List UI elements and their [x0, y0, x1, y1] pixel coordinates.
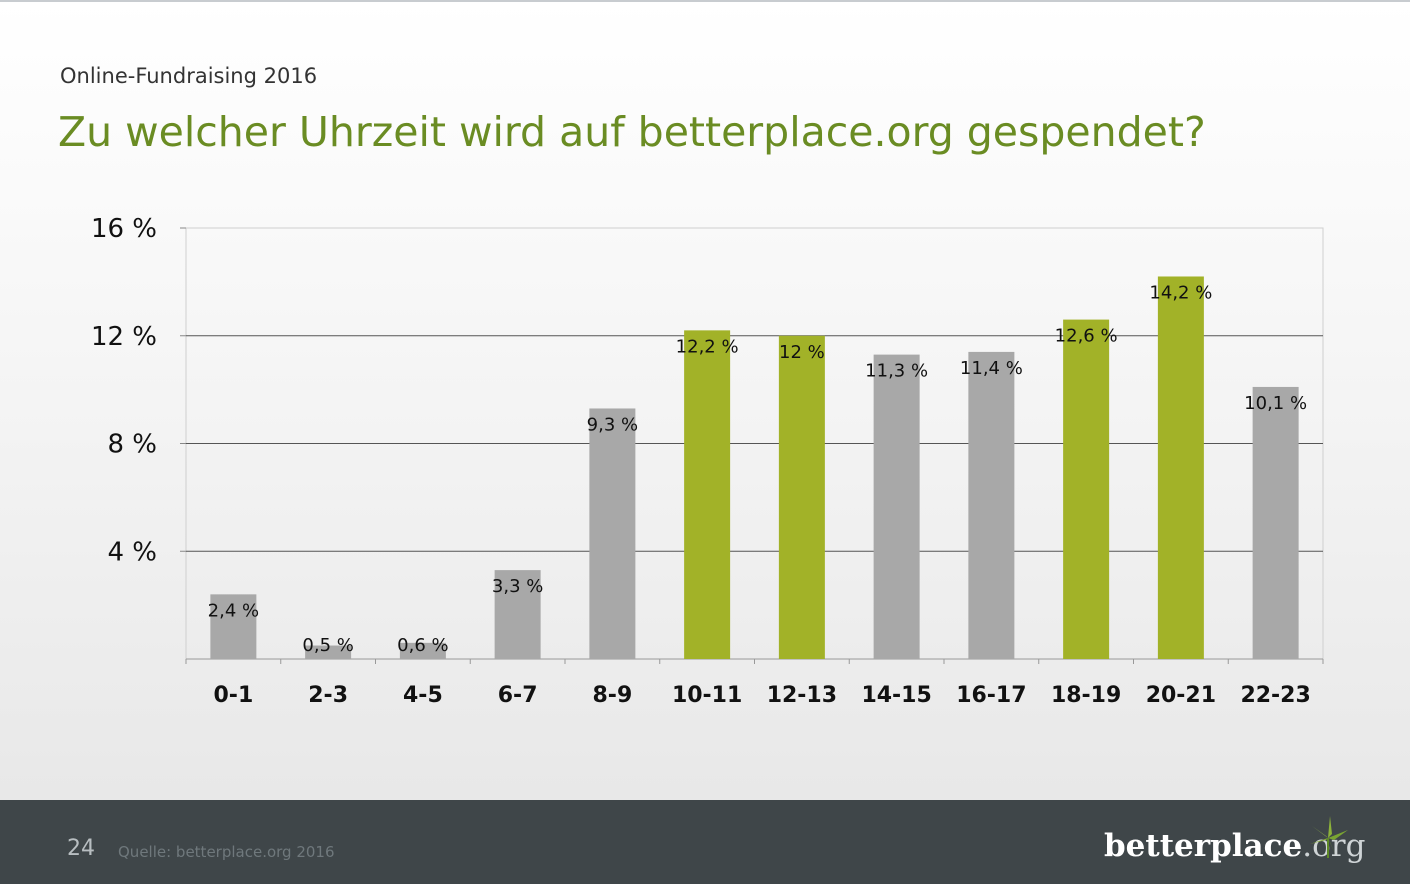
- x-tick-label: 4-5: [403, 683, 443, 708]
- data-label: 0,5 %: [302, 635, 353, 656]
- top-rule: [0, 0, 1410, 2]
- bar: [210, 594, 257, 659]
- x-tick-label: 6-7: [498, 683, 538, 708]
- bar: [778, 335, 825, 659]
- data-label: 12 %: [779, 342, 825, 363]
- bar: [1157, 276, 1204, 659]
- data-label: 2,4 %: [208, 600, 259, 621]
- x-tick-label: 16-17: [956, 683, 1026, 708]
- y-tick-label: 4 %: [107, 537, 157, 567]
- logo-text-light: .org: [1302, 828, 1366, 864]
- bar: [873, 354, 920, 659]
- page-number: 24: [67, 836, 95, 861]
- data-label: 12,2 %: [676, 336, 739, 357]
- bar: [494, 570, 541, 659]
- footer-bar: [0, 800, 1410, 884]
- page-subtitle: Online-Fundraising 2016: [60, 64, 318, 88]
- x-tick-label: 0-1: [214, 683, 254, 708]
- x-tick-label: 12-13: [767, 683, 837, 708]
- x-tick-label: 20-21: [1146, 683, 1216, 708]
- y-tick-label: 16 %: [91, 214, 157, 244]
- bar: [1252, 386, 1299, 659]
- data-label: 3,3 %: [492, 576, 543, 597]
- x-tick-label: 22-23: [1240, 683, 1310, 708]
- bar: [1063, 319, 1110, 659]
- y-tick-label: 12 %: [91, 322, 157, 352]
- betterplace-logo[interactable]: betterplace.org: [1104, 828, 1365, 864]
- source-note: Quelle: betterplace.org 2016: [118, 843, 335, 861]
- bar: [684, 330, 731, 659]
- y-tick-label: 8 %: [107, 430, 157, 460]
- bar: [589, 408, 636, 659]
- bar: [305, 645, 352, 659]
- x-tick-label: 10-11: [672, 683, 742, 708]
- plant-logo-icon: [1310, 816, 1348, 858]
- data-label: 0,6 %: [397, 635, 448, 656]
- page-title: Zu welcher Uhrzeit wird auf betterplace.…: [58, 108, 1206, 156]
- x-tick-label: 8-9: [593, 683, 633, 708]
- x-tick-label: 14-15: [861, 683, 931, 708]
- logo-text-bold: betterplace: [1104, 828, 1303, 864]
- data-label: 14,2 %: [1149, 282, 1212, 303]
- x-tick-label: 18-19: [1051, 683, 1121, 708]
- bar-chart: 4 % 8 % 12 % 16 % 2,4 % 0-1 0,5 % 2-3 0,6 % 4-5 3,…: [91, 214, 1324, 708]
- data-label: 12,6 %: [1055, 326, 1118, 347]
- bar: [399, 642, 446, 659]
- bar: [968, 351, 1015, 659]
- data-label: 10,1 %: [1244, 393, 1307, 414]
- data-label: 11,3 %: [865, 361, 928, 382]
- data-label: 9,3 %: [587, 414, 638, 435]
- data-label: 11,4 %: [960, 358, 1023, 379]
- x-tick-label: 2-3: [308, 683, 348, 708]
